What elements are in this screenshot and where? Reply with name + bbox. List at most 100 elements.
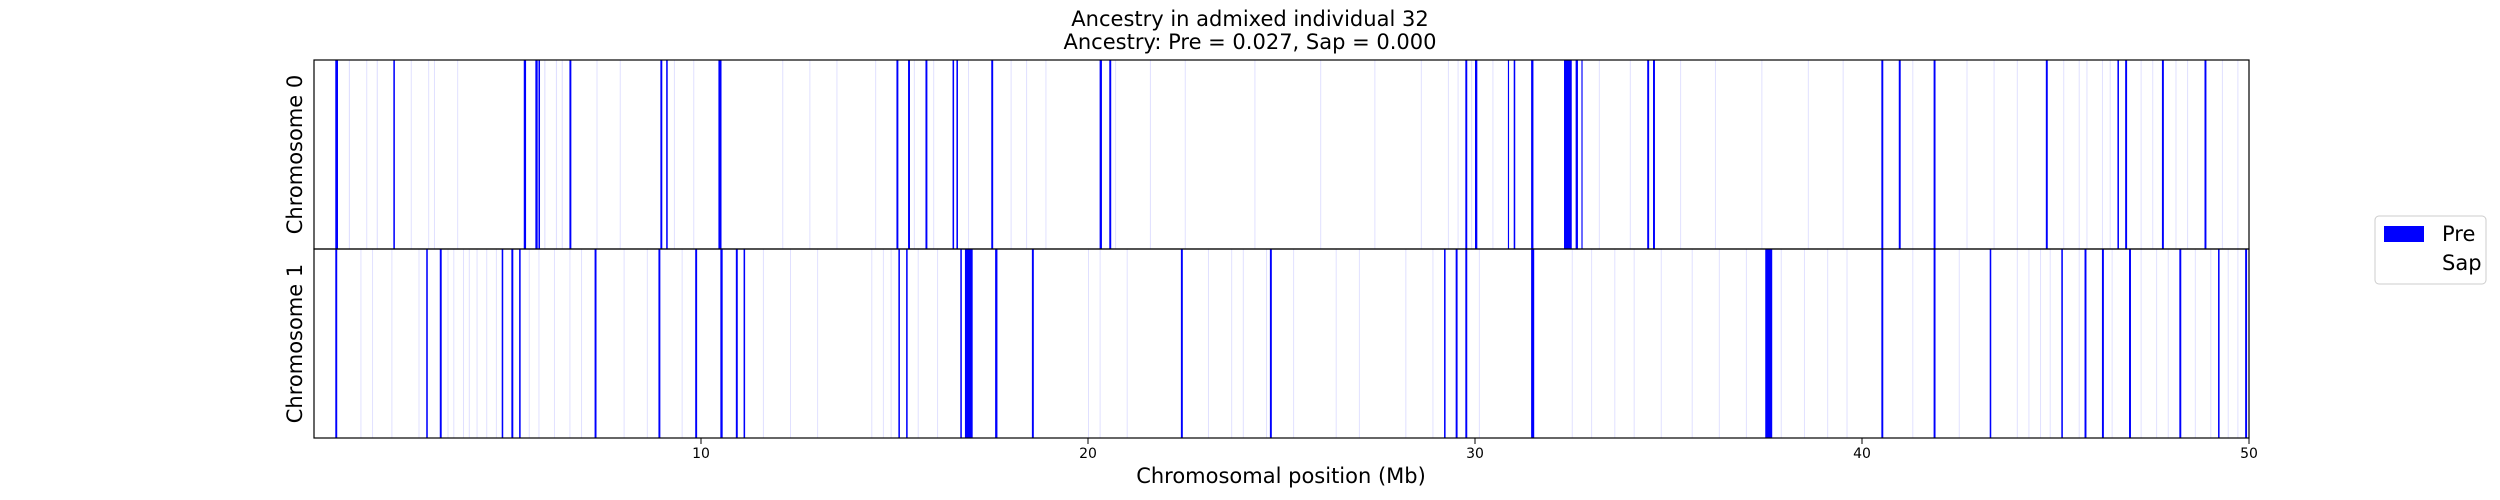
pre-segment (2245, 249, 2248, 438)
pre-segment (2140, 249, 2142, 438)
pre-segment (693, 60, 695, 249)
pre-segment (462, 249, 464, 438)
legend: Pre Sap (2374, 215, 2487, 285)
pre-segment (569, 60, 572, 249)
pre-segment (1088, 249, 1089, 438)
pre-segment (906, 249, 908, 438)
pre-segment (836, 60, 838, 249)
pre-segment (790, 249, 792, 438)
pre-segment (523, 60, 527, 249)
legend-swatch-sap (2384, 254, 2424, 270)
pre-segment (1807, 60, 1809, 249)
pre-segment (1933, 60, 1936, 249)
pre-segment (2210, 249, 2212, 438)
pre-segment (1010, 60, 1012, 249)
pre-segment (1966, 60, 1968, 249)
pre-segment (2179, 249, 2182, 438)
pre-segment (1614, 249, 1616, 438)
pre-segment (1571, 249, 1573, 438)
pre-segment (2237, 60, 2239, 249)
pre-segment (1254, 60, 1256, 249)
pre-segment (372, 249, 374, 438)
pre-segment (1714, 60, 1716, 249)
pre-segment (1405, 249, 1407, 438)
chart-subtitle: Ancestry: Pre = 0.027, Sap = 0.000 (1064, 30, 1437, 54)
pre-segment (925, 60, 928, 249)
pre-segment (2061, 249, 2063, 438)
pre-segment (1266, 249, 1268, 438)
pre-segment (2167, 249, 2169, 438)
pre-segment (519, 249, 521, 438)
pre-segment (2204, 60, 2207, 249)
pre-segment (991, 60, 994, 249)
pre-segment (952, 60, 955, 249)
pre-segment (468, 249, 470, 438)
legend-label-pre: Pre (2442, 222, 2475, 246)
pre-segment (561, 60, 563, 249)
pre-segment (933, 60, 935, 249)
x-tick-label: 50 (2240, 446, 2258, 462)
pre-segment (1513, 60, 1516, 249)
pre-segment (1045, 60, 1047, 249)
pre-segment (1507, 60, 1510, 249)
pre-segment (2152, 60, 2154, 249)
pre-segment (1827, 249, 1829, 438)
pre-segment (1478, 249, 1480, 438)
pre-segment (2156, 249, 2158, 438)
pre-segment (956, 60, 958, 249)
pre-segment (511, 249, 514, 438)
chromosome-1-segments (335, 249, 2248, 438)
chromosome-1-frame (313, 248, 2250, 439)
pre-segment (1575, 60, 1578, 249)
pre-segment (2175, 60, 2177, 249)
pre-segment (1581, 60, 1583, 249)
pre-segment (1471, 60, 1473, 249)
pre-segment (2111, 249, 2113, 438)
pre-segment (2129, 249, 2131, 438)
pre-segment (410, 60, 412, 249)
pre-segment (1898, 60, 1901, 249)
pre-segment (2194, 249, 2196, 438)
pre-segment (995, 249, 998, 438)
pre-segment (917, 249, 919, 438)
pre-segment (1180, 249, 1183, 438)
pre-segment (1099, 249, 1101, 438)
pre-segment (2227, 249, 2229, 438)
pre-segment (1099, 60, 1102, 249)
pre-segment (2237, 249, 2239, 438)
pre-segment (1457, 60, 1459, 249)
pre-segment (1846, 249, 1848, 438)
pre-segment (1126, 249, 1128, 438)
pre-segment (2187, 60, 2189, 249)
pre-segment (1647, 60, 1650, 249)
pre-segment (1492, 60, 1494, 249)
chart-title: Ancestry in admixed individual 32 (1071, 7, 1428, 31)
x-tick-label: 30 (1466, 446, 1484, 462)
pre-segment (913, 60, 915, 249)
pre-segment (1912, 249, 1914, 438)
pre-segment (890, 249, 892, 438)
pre-segment (433, 60, 435, 249)
pre-segment (871, 249, 873, 438)
pre-segment (528, 249, 530, 438)
x-tick-label: 40 (1853, 446, 1871, 462)
x-axis-label: Chromosomal position (Mb) (1136, 464, 1426, 488)
pre-segment (1444, 249, 1446, 438)
pre-segment (619, 60, 621, 249)
pre-segment (594, 249, 597, 438)
pre-segment (646, 249, 648, 438)
legend-label-sap: Sap (2442, 251, 2482, 275)
pre-segment (1531, 249, 1535, 438)
pre-segment (335, 249, 338, 438)
pre-segment (1432, 249, 1434, 438)
pre-segment (2140, 60, 2142, 249)
pre-segment (1842, 60, 1844, 249)
pre-segment (2084, 249, 2087, 438)
pre-segment (1881, 60, 1884, 249)
pre-segment (782, 60, 784, 249)
pre-segment (1231, 249, 1233, 438)
pre-segment (960, 249, 962, 438)
pre-segment (439, 249, 442, 438)
pre-segment (1149, 60, 1151, 249)
pre-segment (366, 60, 368, 249)
